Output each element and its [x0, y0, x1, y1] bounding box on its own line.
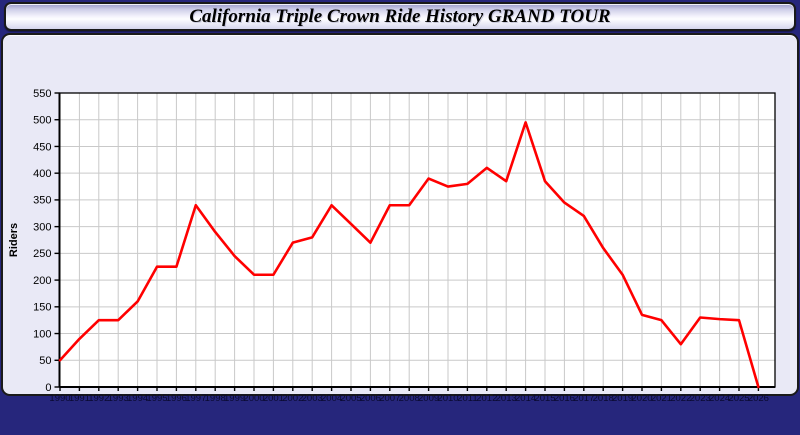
y-tick-label: 450 — [33, 141, 51, 153]
x-tick-label: 2006 — [360, 393, 381, 404]
x-tick-label: 2022 — [670, 393, 691, 404]
x-tick-label: 2015 — [534, 393, 555, 404]
x-tick-label: 1994 — [127, 393, 148, 404]
x-tick-label: 2005 — [340, 393, 361, 404]
y-tick-label: 150 — [33, 302, 51, 314]
x-tick-label: 2007 — [379, 393, 400, 404]
x-tick-label: 2017 — [573, 393, 594, 404]
y-tick-label: 100 — [33, 328, 51, 340]
x-tick-label: 2014 — [515, 393, 536, 404]
x-tick-label: 2010 — [437, 393, 458, 404]
y-tick-label: 550 — [33, 88, 51, 100]
x-tick-label: 1993 — [108, 393, 129, 404]
x-tick-label: 2000 — [243, 393, 264, 404]
x-tick-label: 2025 — [728, 393, 749, 404]
chart-panel: 0 50 100 150 200 250 300 350 400 450 500 550 1990 199… — [1, 33, 799, 404]
x-tick-label: 2009 — [418, 393, 439, 404]
x-tick-label: 1999 — [224, 393, 245, 404]
y-tick-label: 0 — [45, 382, 51, 394]
x-tick-label: 2020 — [631, 393, 652, 404]
x-tick-label: 2024 — [709, 393, 730, 404]
x-tick-label: 1992 — [88, 393, 109, 404]
page: California Triple Crown Ride History GRA… — [0, 0, 800, 404]
x-tick-label: 2003 — [302, 393, 323, 404]
y-tick-label: 50 — [39, 355, 51, 367]
riders-line — [58, 121, 760, 389]
y-tick-label: 200 — [33, 275, 51, 287]
x-tick-label: 2013 — [496, 393, 517, 404]
plot-area — [59, 93, 775, 387]
x-tick-label: 2026 — [748, 393, 769, 404]
y-tick-label: 400 — [33, 168, 51, 180]
x-tick-label: 1991 — [69, 393, 90, 404]
x-tick-label: 2008 — [399, 393, 420, 404]
x-tick-label: 2002 — [282, 393, 303, 404]
x-tick-label: 1996 — [166, 393, 187, 404]
x-tick-label: 2019 — [612, 393, 633, 404]
y-tick-label: 300 — [33, 221, 51, 233]
ride-history-line-chart: 0501001502002503003504004505005501990199… — [8, 88, 776, 404]
x-tick-label: 2023 — [690, 393, 711, 404]
x-tick-label: 2021 — [651, 393, 672, 404]
x-tick-label: 1990 — [49, 393, 70, 404]
y-tick-label: 250 — [33, 248, 51, 260]
x-tick-label: 1997 — [185, 393, 206, 404]
page-title: California Triple Crown Ride History GRA… — [189, 5, 611, 27]
x-tick-label: 2012 — [476, 393, 497, 404]
header-bar: California Triple Crown Ride History GRA… — [4, 2, 796, 31]
x-tick-label: 2016 — [554, 393, 575, 404]
x-tick-label: 1998 — [205, 393, 226, 404]
x-tick-label: 2004 — [321, 393, 342, 404]
x-tick-label: 1995 — [146, 393, 167, 404]
x-tick-label: 2011 — [457, 393, 477, 404]
x-tick-label: 2001 — [263, 393, 284, 404]
y-tick-label: 500 — [33, 115, 51, 127]
x-tick-label: 2018 — [593, 393, 614, 404]
y-tick-label: 350 — [33, 195, 51, 207]
y-axis-title: Riders — [8, 223, 20, 257]
